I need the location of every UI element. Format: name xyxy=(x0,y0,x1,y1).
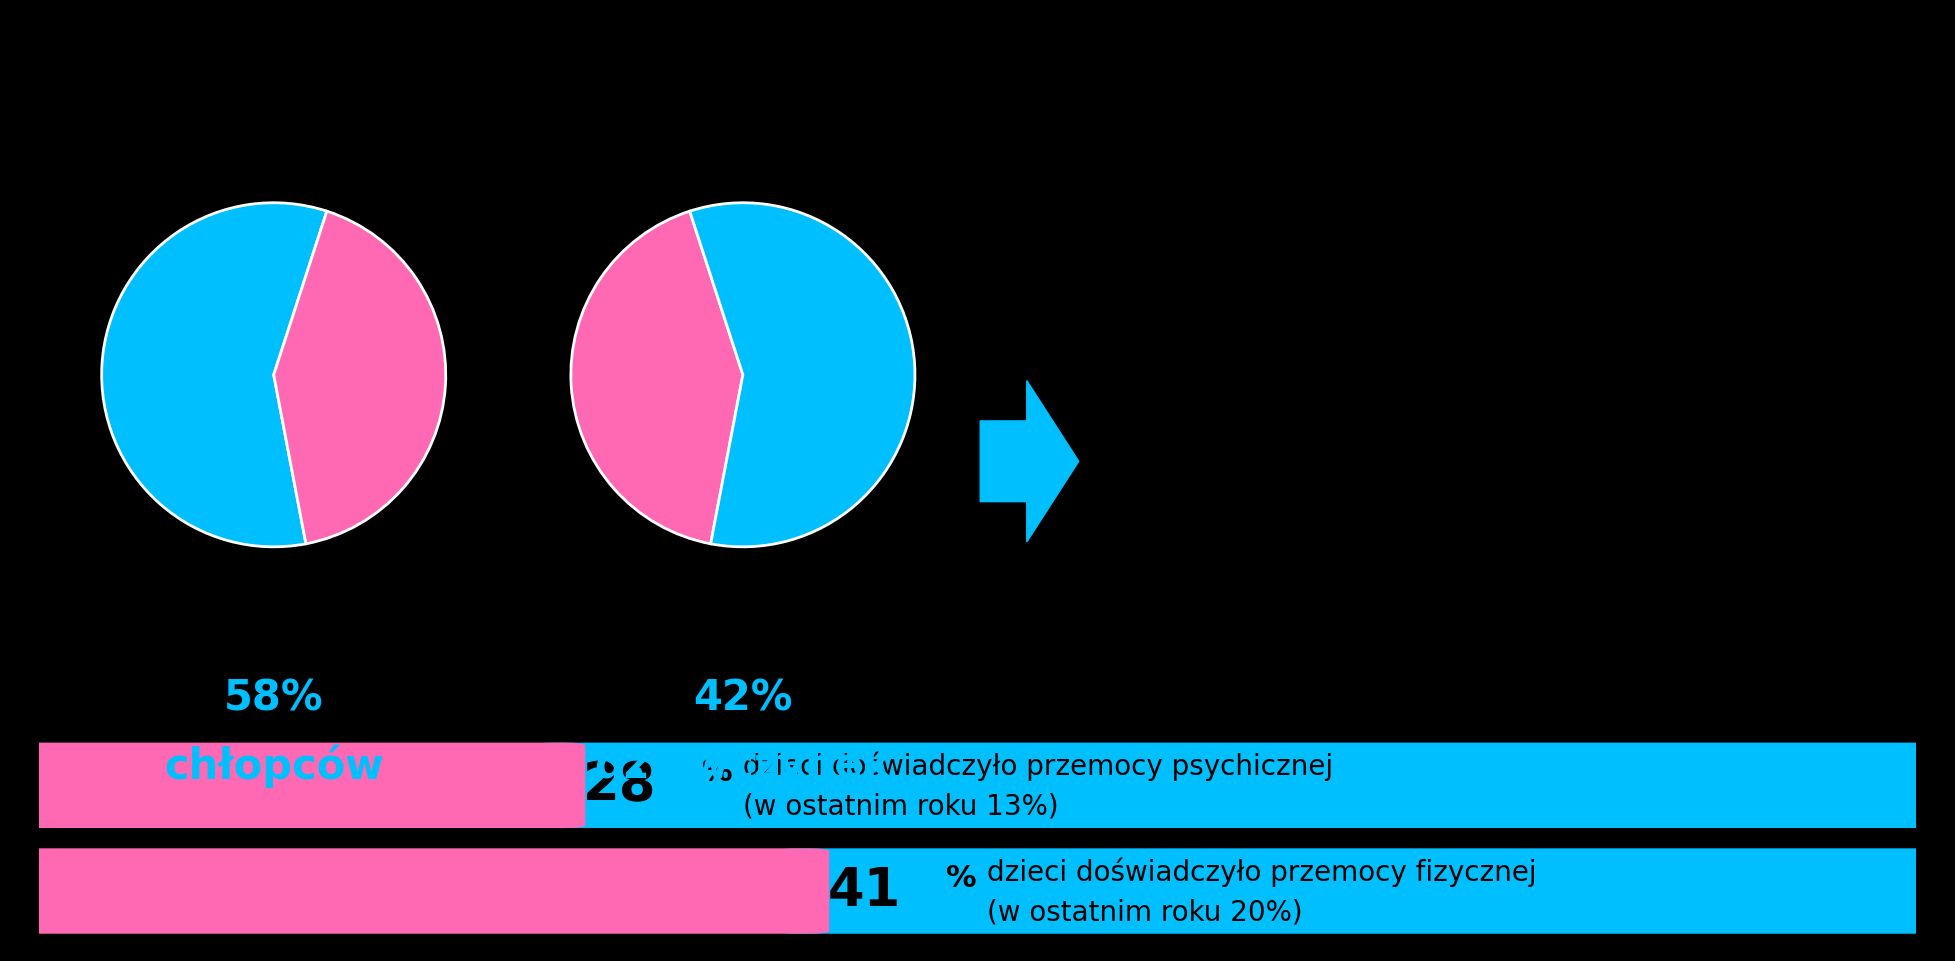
Wedge shape xyxy=(690,203,915,547)
Text: dziewczynek: dziewczynek xyxy=(594,745,891,787)
Text: 42%: 42% xyxy=(694,678,792,720)
Text: %: % xyxy=(946,864,976,893)
Wedge shape xyxy=(102,203,326,547)
FancyBboxPatch shape xyxy=(18,743,585,828)
Wedge shape xyxy=(571,211,743,544)
FancyBboxPatch shape xyxy=(776,849,1937,934)
Text: (w ostatnim roku 13%): (w ostatnim roku 13%) xyxy=(743,793,1058,821)
FancyBboxPatch shape xyxy=(18,849,829,934)
Text: chłopców: chłopców xyxy=(164,745,383,788)
Wedge shape xyxy=(274,211,446,544)
Text: 28: 28 xyxy=(583,759,657,811)
Text: %: % xyxy=(702,758,733,787)
Text: (w ostatnim roku 20%): (w ostatnim roku 20%) xyxy=(987,899,1302,926)
FancyBboxPatch shape xyxy=(532,743,1937,828)
Text: dzieci doświadczyło przemocy psychicznej: dzieci doświadczyło przemocy psychicznej xyxy=(743,752,1333,781)
Text: 41: 41 xyxy=(827,865,901,917)
Text: 58%: 58% xyxy=(225,678,323,720)
FancyArrow shape xyxy=(979,381,1079,542)
Text: dzieci doświadczyło przemocy fizycznej: dzieci doświadczyło przemocy fizycznej xyxy=(987,857,1537,887)
